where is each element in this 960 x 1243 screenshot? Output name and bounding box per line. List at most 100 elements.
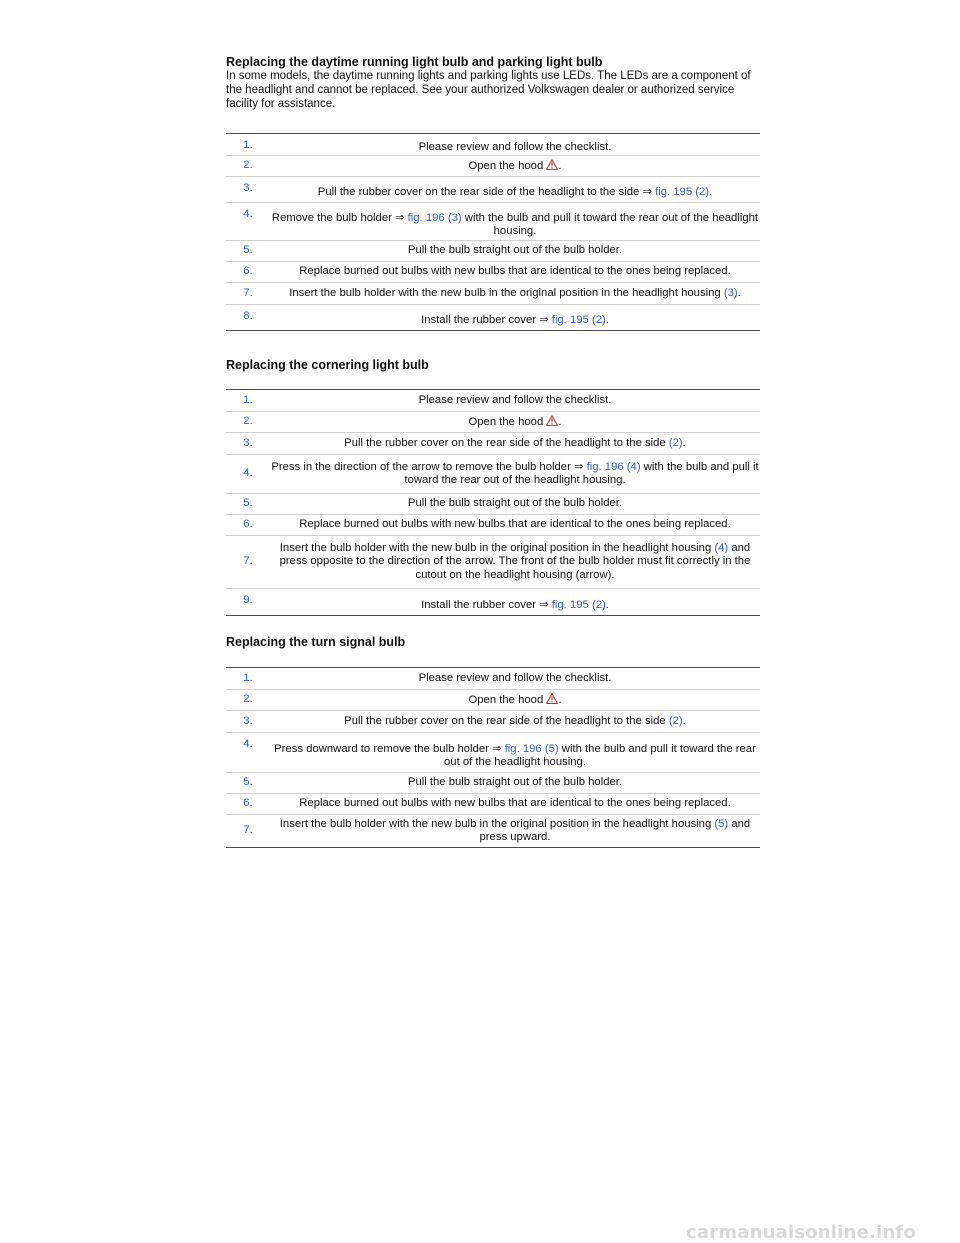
step-row: 9. Install the rubber cover ⇒ fig. 195 (2…	[226, 589, 760, 616]
step-text: Please review and follow the checklist.	[270, 133, 760, 156]
step-text: Open the hood .	[270, 689, 760, 711]
step-number: 6.	[226, 514, 270, 536]
intro-paragraph: In some models, the daytime running ligh…	[226, 70, 751, 110]
step-text: Pull the rubber cover on the rear side o…	[270, 176, 760, 203]
watermark-footer: carmanualsonline.info	[685, 1222, 916, 1243]
step-row: 2. Open the hood .	[226, 155, 760, 177]
step-text-part: Install the rubber cover ⇒	[421, 314, 552, 327]
step-text: Pull the rubber cover on the rear side o…	[270, 710, 760, 733]
step-row: 2. Open the hood .	[226, 411, 760, 433]
warning-triangle-icon[interactable]	[546, 159, 559, 170]
step-text: Open the hood .	[270, 155, 760, 177]
step-row: 1. Please review and follow the checklist…	[226, 389, 760, 412]
figure-reference-link[interactable]: (2)	[668, 436, 683, 449]
section-title-cornering: Replacing the cornering light bulb	[226, 358, 429, 372]
step-row: 6. Replace burned out bulbs with new bulb…	[226, 793, 760, 815]
figure-reference-link[interactable]: fig. 196 (4)	[586, 460, 641, 473]
step-row: 5. Pull the bulb straight out of the bulb…	[226, 493, 760, 515]
step-number: 5.	[226, 240, 270, 262]
step-number: 1.	[226, 133, 270, 156]
step-text-part: Open the hood	[468, 159, 547, 172]
step-text-part: Insert the bulb holder with the new bulb…	[279, 817, 715, 830]
step-text: Please review and follow the checklist.	[270, 667, 760, 690]
steps-table-cornering: 1. Please review and follow the checklist…	[226, 389, 760, 616]
step-text: Pull the bulb straight out of the bulb h…	[270, 493, 760, 515]
step-text-part: with the bulb and pull it toward the rea…	[461, 211, 759, 238]
step-number: 3.	[226, 176, 270, 203]
step-text-part: .	[682, 436, 686, 449]
step-text: Insert the bulb holder with the new bulb…	[270, 282, 760, 305]
figure-reference-link[interactable]: (2)	[668, 714, 683, 727]
step-row: 7. Insert the bulb holder with the new bu…	[226, 815, 760, 848]
step-number: 5.	[226, 772, 270, 794]
step-text: Open the hood .	[270, 411, 760, 433]
step-text: Pull the bulb straight out of the bulb h…	[270, 772, 760, 794]
step-number: 9.	[243, 594, 253, 606]
step-number: 7.	[243, 824, 253, 837]
step-text-part: Press downward to remove the bulb holder…	[274, 742, 505, 755]
step-row: 4. Press downward to remove the bulb hold…	[226, 732, 760, 773]
step-row: 1. Please review and follow the checklist…	[226, 133, 760, 156]
step-row: 4. Remove the bulb holder ⇒ fig. 196 (3) …	[226, 202, 760, 241]
step-number: 6.	[226, 793, 270, 815]
step-text-part: .	[605, 598, 609, 611]
step-number: 4.	[226, 732, 270, 773]
step-text-part: Press in the direction of the arrow to r…	[271, 460, 587, 473]
step-row: 1. Please review and follow the checklist…	[226, 667, 760, 690]
step-text-part: with the bulb and pull it toward the rea…	[404, 460, 759, 487]
step-number: 2.	[226, 155, 270, 177]
step-text-part: Pull the rubber cover on the rear side o…	[344, 436, 669, 449]
warning-triangle-icon[interactable]	[546, 415, 559, 426]
step-row: 7. Insert the bulb holder with the new bu…	[226, 282, 760, 305]
step-text-part: .	[558, 159, 562, 172]
step-text-part: and press upward.	[479, 817, 751, 844]
step-number: 6.	[226, 261, 270, 283]
step-text: Replace burned out bulbs with new bulbs …	[270, 514, 760, 536]
warning-triangle-icon[interactable]	[546, 693, 559, 704]
step-text: Please review and follow the checklist.	[270, 389, 760, 412]
step-text-part: Insert the bulb holder with the new bulb…	[289, 286, 724, 299]
figure-reference-link[interactable]: fig. 195 (2)	[551, 314, 606, 327]
step-text: Replace burned out bulbs with new bulbs …	[270, 261, 760, 283]
step-row: 3. Pull the rubber cover on the rear side…	[226, 176, 760, 203]
step-number: 2.	[226, 411, 270, 433]
step-row: 2. Open the hood .	[226, 689, 760, 711]
step-text-part: with the bulb and pull it toward the rea…	[444, 742, 756, 769]
step-text: Insert the bulb holder with the new bulb…	[270, 535, 760, 589]
figure-reference-link[interactable]: fig. 195 (2)	[655, 186, 710, 199]
figure-reference-link[interactable]: (5)	[714, 817, 729, 830]
step-text-part: .	[558, 693, 562, 706]
figure-reference-link[interactable]: fig. 196 (5)	[504, 742, 559, 755]
step-number: 7.	[226, 282, 270, 305]
step-number: 4.	[226, 202, 270, 241]
step-text: Press downward to remove the bulb holder…	[270, 732, 760, 773]
step-number: 4.	[226, 454, 270, 494]
step-text-part: .	[682, 714, 686, 727]
step-number: 7.	[226, 535, 270, 589]
step-row: 3. Pull the rubber cover on the rear side…	[226, 432, 760, 455]
step-text-part: .	[709, 186, 713, 199]
step-text-part: Remove the bulb holder ⇒	[271, 211, 408, 224]
step-number: 1.	[226, 667, 270, 690]
step-number: 1.	[226, 389, 270, 412]
step-text: Install the rubber cover ⇒ fig. 195 (2).	[270, 589, 760, 616]
step-row: 5. Pull the bulb straight out of the bulb…	[226, 772, 760, 794]
figure-reference-link[interactable]: fig. 196 (3)	[407, 211, 462, 224]
step-text-part: Insert the bulb holder with the new bulb…	[279, 541, 715, 554]
step-text-part: Open the hood	[468, 693, 547, 706]
step-text-part: Pull the rubber cover on the rear side o…	[317, 186, 656, 199]
figure-reference-link[interactable]: fig. 195 (2)	[551, 598, 606, 611]
figure-reference-link[interactable]: (3)	[723, 286, 738, 299]
step-text-part: and press opposite to the direction of t…	[279, 541, 751, 581]
step-text-part: Install the rubber cover ⇒	[421, 598, 552, 611]
step-text: Pull the rubber cover on the rear side o…	[270, 432, 760, 455]
step-text: Pull the bulb straight out of the bulb h…	[270, 240, 760, 262]
step-text: Press in the direction of the arrow to r…	[270, 454, 760, 494]
step-row: 5. Pull the bulb straight out of the bulb…	[226, 240, 760, 262]
step-row: 4. Press in the direction of the arrow to…	[226, 454, 760, 494]
figure-reference-link[interactable]: (4)	[714, 541, 729, 554]
step-row: 7. Insert the bulb holder with the new bu…	[226, 535, 760, 589]
steps-table-turn-signal: 1. Please review and follow the checklist…	[226, 667, 760, 848]
step-row: 6. Replace burned out bulbs with new bulb…	[226, 514, 760, 536]
step-text-part: .	[737, 286, 741, 299]
